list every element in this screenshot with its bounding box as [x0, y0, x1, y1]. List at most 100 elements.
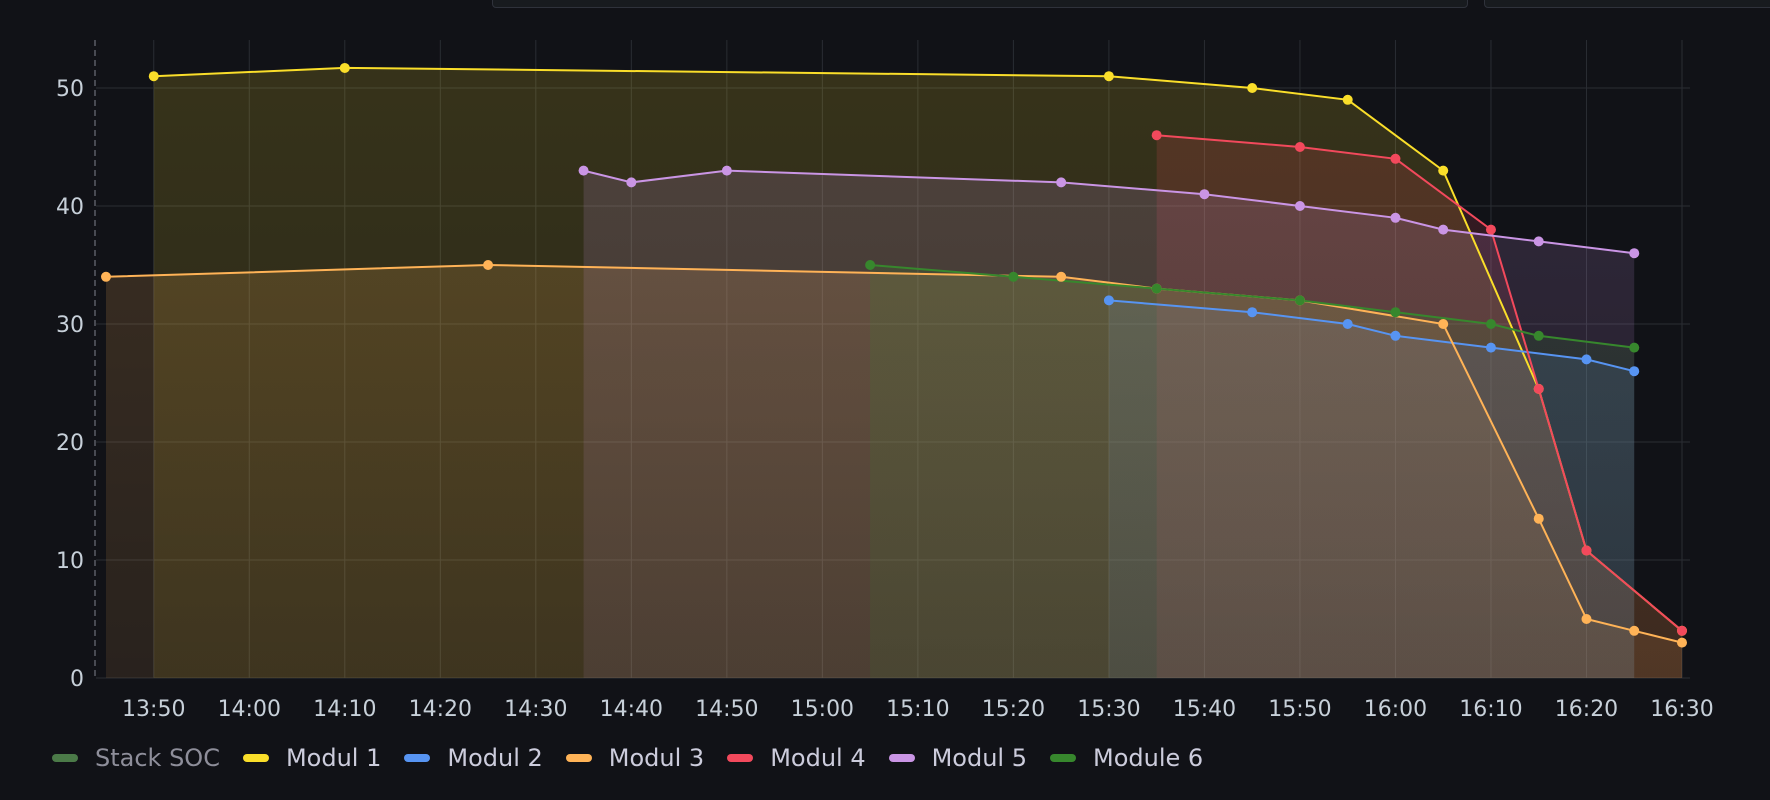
x-tick-label: 14:30 [504, 697, 567, 722]
data-point [1199, 189, 1210, 200]
x-tick-label: 15:40 [1173, 697, 1236, 722]
series-fills [106, 67, 1682, 678]
series-line-modul-3 [105, 263, 1683, 644]
data-point [1390, 212, 1401, 223]
x-tick-label: 14:50 [695, 697, 758, 722]
data-point [1342, 94, 1353, 105]
legend-swatch [52, 754, 78, 762]
data-point [1581, 614, 1592, 624]
legend-label: Module 6 [1093, 744, 1204, 772]
data-point [1533, 330, 1544, 341]
data-point [1103, 295, 1114, 306]
legend-label: Modul 4 [770, 744, 866, 772]
data-point [626, 177, 637, 188]
legend-label: Stack SOC [95, 744, 220, 772]
data-point [1581, 545, 1592, 556]
legend-label: Modul 1 [285, 744, 382, 772]
data-point [1533, 236, 1544, 247]
y-tick-label: 20 [56, 431, 84, 456]
x-tick-label: 15:10 [886, 697, 949, 722]
data-point [1485, 224, 1496, 235]
legend-item-stack-soc[interactable]: Stack SOC [52, 744, 220, 772]
data-point [721, 165, 732, 176]
data-point [101, 271, 111, 282]
data-point [1581, 354, 1592, 365]
axes: 0 10 20 30 40 50 13:50 14:00 14:10 14:20 14:30 14:4… [56, 40, 1714, 722]
x-tick-label: 16:10 [1459, 697, 1522, 722]
legend-item-module-6[interactable]: Module 6 [1050, 744, 1203, 772]
data-point [1629, 625, 1640, 636]
time-range-field[interactable] [1484, 0, 1770, 8]
series-line-module-6 [870, 264, 1635, 349]
legend-label: Modul 2 [447, 744, 543, 772]
data-point [1677, 637, 1687, 648]
y-tick-label: 10 [56, 549, 84, 574]
x-tick-label: 14:40 [600, 697, 663, 722]
data-point [1438, 224, 1449, 235]
data-point [1629, 366, 1640, 377]
y-tick-label: 0 [70, 667, 84, 692]
data-point [1103, 71, 1114, 82]
data-point [1008, 271, 1019, 282]
data-point [1056, 271, 1067, 282]
series-line-modul-5 [583, 169, 1635, 255]
data-point [1390, 330, 1401, 341]
legend-item-modul-4[interactable]: Modul 4 [727, 744, 866, 772]
data-point [1485, 342, 1496, 353]
query-field[interactable] [492, 0, 1468, 8]
data-point [1438, 165, 1449, 176]
legend-swatch [565, 754, 592, 762]
data-point [1294, 142, 1305, 152]
legend-item-modul-3[interactable]: Modul 3 [565, 744, 705, 772]
data-point [578, 165, 589, 176]
chart-legend: Stack SOC Modul 1 Modul 2 Modul 3 Modul … [52, 740, 1226, 776]
x-tick-label: 15:30 [1077, 697, 1140, 722]
x-tick-label: 16:00 [1364, 697, 1427, 722]
legend-swatch [242, 754, 269, 762]
x-tick-label: 14:10 [313, 697, 376, 722]
data-point [1485, 319, 1496, 329]
x-tick-label: 16:20 [1555, 697, 1618, 722]
data-point [1247, 83, 1258, 93]
data-point [1438, 319, 1449, 329]
data-point [1390, 307, 1401, 318]
y-tick-label: 30 [56, 313, 84, 338]
legend-swatch [727, 754, 754, 762]
data-point [483, 260, 494, 270]
y-tick-label: 50 [56, 77, 84, 102]
x-tick-label: 13:50 [122, 697, 185, 722]
series-points [101, 62, 1687, 648]
legend-swatch [1050, 754, 1076, 762]
legend-label: Modul 3 [608, 744, 705, 772]
series-area-module-6 [870, 265, 1635, 678]
data-point [148, 71, 159, 82]
legend-item-modul-1[interactable]: Modul 1 [242, 744, 382, 772]
legend-swatch [404, 754, 431, 762]
data-point [1677, 625, 1687, 636]
data-point [1294, 295, 1305, 306]
x-tick-label: 14:20 [409, 697, 472, 722]
x-tick-label: 15:00 [791, 697, 854, 722]
data-point [1390, 153, 1401, 164]
x-tick-label: 15:20 [982, 697, 1045, 722]
data-point [1629, 342, 1640, 353]
data-point [339, 62, 350, 73]
y-tick-label: 40 [56, 195, 84, 220]
legend-swatch [888, 754, 915, 762]
data-point [1533, 513, 1544, 524]
x-tick-label: 16:30 [1650, 697, 1713, 722]
data-point [1533, 383, 1544, 394]
data-point [1151, 283, 1162, 294]
legend-item-modul-5[interactable]: Modul 5 [888, 744, 1027, 772]
data-point [865, 260, 876, 270]
panel-top-toolbar [0, 0, 1770, 10]
data-point [1151, 130, 1162, 141]
legend-label: Modul 5 [931, 744, 1027, 772]
legend-item-modul-2[interactable]: Modul 2 [404, 744, 543, 772]
data-point [1342, 319, 1353, 329]
x-tick-label: 15:50 [1268, 697, 1331, 722]
data-point [1629, 248, 1640, 259]
data-point [1056, 177, 1067, 188]
x-tick-label: 14:00 [218, 697, 281, 722]
